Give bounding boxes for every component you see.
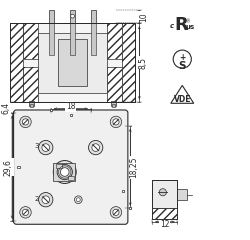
Text: 6,4: 6,4 <box>2 102 11 114</box>
Text: 12: 12 <box>160 220 170 229</box>
Text: c: c <box>170 23 174 29</box>
Text: VDE: VDE <box>174 95 191 103</box>
Circle shape <box>22 119 28 125</box>
Bar <box>29 101 34 106</box>
Text: S: S <box>178 61 186 71</box>
Bar <box>107 67 122 102</box>
Circle shape <box>38 140 53 155</box>
Polygon shape <box>171 85 194 103</box>
Bar <box>92 10 96 23</box>
Bar <box>30 104 34 107</box>
Circle shape <box>42 144 50 151</box>
Circle shape <box>22 209 28 216</box>
Bar <box>49 10 54 23</box>
Bar <box>177 189 187 200</box>
Bar <box>23 67 38 102</box>
Text: 18,25: 18,25 <box>129 156 138 178</box>
Bar <box>152 180 177 219</box>
Bar <box>38 33 107 93</box>
Bar <box>18 166 20 168</box>
Text: 18: 18 <box>66 102 76 111</box>
FancyBboxPatch shape <box>14 110 128 224</box>
Circle shape <box>20 116 31 128</box>
Circle shape <box>88 140 103 155</box>
Circle shape <box>110 207 122 218</box>
Bar <box>70 114 72 116</box>
Bar <box>23 23 38 59</box>
Bar <box>122 23 134 102</box>
Bar <box>58 39 88 86</box>
Bar <box>122 190 124 192</box>
Bar <box>107 23 122 59</box>
Text: +: + <box>179 54 186 62</box>
Circle shape <box>173 50 191 68</box>
Bar <box>70 23 75 55</box>
Bar <box>23 67 38 102</box>
Bar <box>112 104 115 107</box>
Circle shape <box>113 119 119 125</box>
Bar <box>107 23 122 59</box>
Circle shape <box>42 196 50 204</box>
Circle shape <box>20 207 31 218</box>
Bar <box>152 208 177 219</box>
Circle shape <box>110 116 122 128</box>
Text: 29,6: 29,6 <box>4 159 13 176</box>
Text: 2: 2 <box>35 196 39 202</box>
Bar <box>10 23 23 102</box>
Bar <box>128 207 131 210</box>
Text: ®: ® <box>185 20 190 25</box>
Text: 3: 3 <box>34 143 39 149</box>
Circle shape <box>57 164 72 180</box>
Bar <box>10 23 134 102</box>
Bar <box>107 67 122 102</box>
Bar <box>152 208 177 219</box>
Bar <box>122 23 134 102</box>
Circle shape <box>159 189 166 196</box>
Bar <box>23 23 38 59</box>
Bar <box>56 164 62 168</box>
Bar <box>10 23 23 102</box>
Text: us: us <box>185 24 194 30</box>
Bar <box>10 23 134 102</box>
Bar <box>70 10 75 23</box>
Circle shape <box>76 198 80 202</box>
Circle shape <box>113 209 119 216</box>
Circle shape <box>38 192 53 207</box>
Bar <box>68 176 73 180</box>
Text: 10: 10 <box>139 12 148 22</box>
Text: R: R <box>174 16 188 34</box>
Text: 8,5: 8,5 <box>139 57 148 69</box>
Bar <box>92 23 96 55</box>
Circle shape <box>53 161 76 183</box>
Circle shape <box>74 196 82 204</box>
Bar <box>53 163 75 181</box>
Bar <box>50 109 52 111</box>
Bar <box>152 180 177 208</box>
Circle shape <box>92 144 100 151</box>
Bar <box>110 101 116 106</box>
Circle shape <box>70 14 74 18</box>
Circle shape <box>60 168 69 176</box>
Bar <box>49 23 54 55</box>
